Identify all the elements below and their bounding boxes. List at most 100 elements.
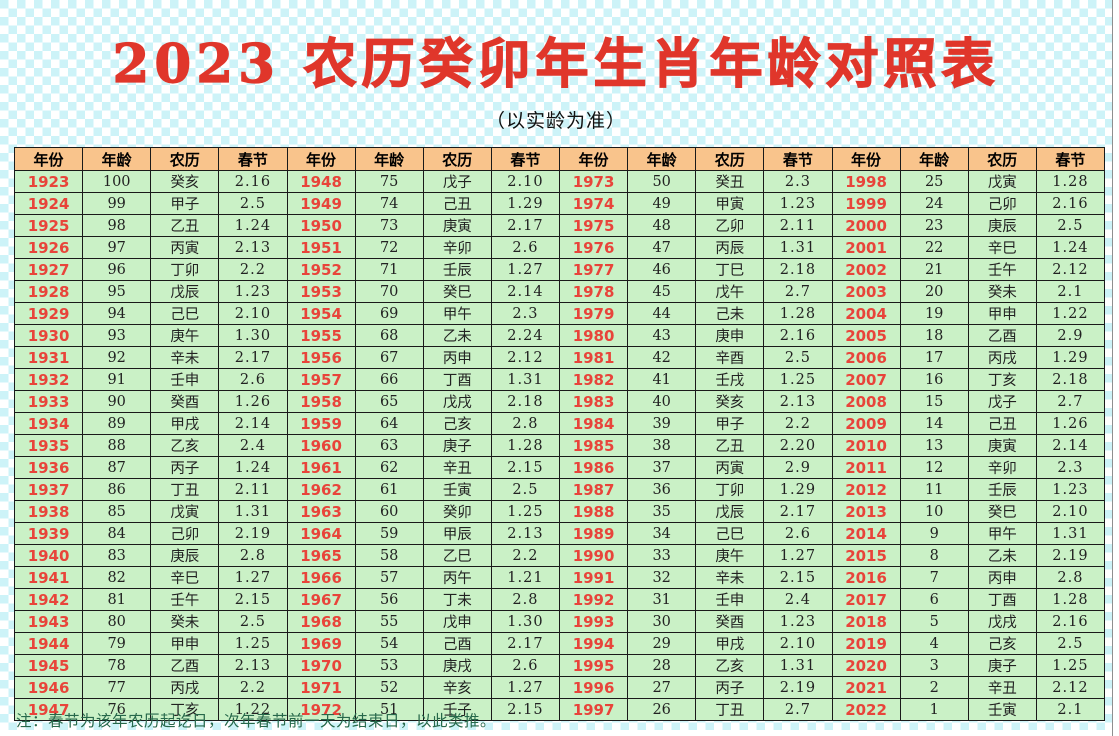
age-cell: 26 — [627, 698, 697, 721]
age-cell: 1 — [899, 698, 969, 721]
year-cell: 1932 — [13, 368, 84, 391]
age-cell: 84 — [82, 522, 152, 545]
age-cell: 95 — [82, 280, 152, 303]
lunar-cell: 壬申 — [150, 368, 220, 391]
lunar-cell: 癸未 — [967, 280, 1037, 303]
column-header-year: 年份 — [13, 147, 84, 171]
header-row: 年份 年龄 农历 春节 年份 年龄 农历 春节 年份 年龄 农历 春节 年份 年龄 农历 春节 — [13, 147, 1106, 171]
table-row: 1931 92 辛未 2.17 1956 67 丙申 2.12 1981 42 辛酉 2.5 2006 1… — [13, 346, 1106, 369]
festival-cell: 1.23 — [1035, 478, 1106, 501]
lunar-cell: 壬午 — [150, 588, 220, 611]
right-margin — [1112, 0, 1119, 736]
lunar-cell: 甲申 — [150, 632, 220, 655]
age-cell: 85 — [82, 500, 152, 523]
festival-cell: 2.18 — [763, 258, 833, 281]
age-cell: 89 — [82, 412, 152, 435]
lunar-cell: 戊辰 — [695, 500, 765, 523]
year-cell: 1966 — [286, 566, 356, 589]
year-cell: 1987 — [558, 478, 629, 501]
festival-cell: 1.27 — [490, 676, 561, 699]
year-cell: 1942 — [13, 588, 84, 611]
age-cell: 52 — [354, 676, 424, 699]
year-cell: 1951 — [286, 236, 356, 259]
zodiac-table-header: 年份 年龄 农历 春节 年份 年龄 农历 春节 年份 年龄 农历 春节 年份 年龄 农历 春节 — [13, 147, 1106, 171]
festival-cell: 2.14 — [1035, 434, 1106, 457]
lunar-cell: 己酉 — [422, 632, 492, 655]
lunar-cell: 戊戌 — [422, 390, 492, 413]
age-cell: 24 — [899, 192, 969, 215]
year-cell: 1996 — [558, 676, 629, 699]
age-cell: 10 — [899, 500, 969, 523]
age-cell: 23 — [899, 214, 969, 237]
festival-cell: 1.29 — [763, 478, 833, 501]
festival-cell: 2.6 — [763, 522, 833, 545]
lunar-cell: 丁亥 — [150, 698, 220, 721]
lunar-cell: 戊寅 — [150, 500, 220, 523]
festival-cell: 2.15 — [218, 588, 288, 611]
festival-cell: 2.6 — [218, 368, 288, 391]
lunar-cell: 己亥 — [967, 632, 1037, 655]
year-cell: 1978 — [558, 280, 629, 303]
lunar-cell: 戊午 — [695, 280, 765, 303]
lunar-cell: 丁丑 — [150, 478, 220, 501]
column-header-lunar: 农历 — [150, 147, 220, 171]
age-cell: 78 — [82, 654, 152, 677]
year-cell: 1950 — [286, 214, 356, 237]
age-cell: 99 — [82, 192, 152, 215]
festival-cell: 2.7 — [763, 698, 833, 721]
column-header-festival: 春节 — [763, 147, 833, 171]
festival-cell: 1.21 — [490, 566, 561, 589]
lunar-cell: 乙巳 — [422, 544, 492, 567]
festival-cell: 2.12 — [1035, 676, 1106, 699]
table-row: 1938 85 戊寅 1.31 1963 60 癸卯 1.25 1988 35 戊辰 2.17 2013… — [13, 500, 1106, 523]
festival-cell: 1.23 — [763, 192, 833, 215]
age-cell: 8 — [899, 544, 969, 567]
year-cell: 1926 — [13, 236, 84, 259]
lunar-cell: 己巳 — [695, 522, 765, 545]
year-cell: 1953 — [286, 280, 356, 303]
table-row: 1939 84 己卯 2.19 1964 59 甲辰 2.13 1989 34 己巳 2.6 2014 9… — [13, 522, 1106, 545]
festival-cell: 2.13 — [490, 522, 561, 545]
year-cell: 1928 — [13, 280, 84, 303]
festival-cell: 2.5 — [218, 610, 288, 633]
column-header-age: 年龄 — [354, 147, 424, 171]
festival-cell: 2.10 — [763, 632, 833, 655]
lunar-cell: 庚寅 — [422, 214, 492, 237]
festival-cell: 2.8 — [1035, 566, 1106, 589]
column-header-age: 年龄 — [82, 147, 152, 171]
festival-cell: 1.24 — [1035, 236, 1106, 259]
lunar-cell: 戊申 — [422, 610, 492, 633]
year-cell: 1973 — [558, 170, 629, 193]
festival-cell: 2.7 — [1035, 390, 1106, 413]
year-cell: 2000 — [831, 214, 901, 237]
festival-cell: 2.17 — [763, 500, 833, 523]
lunar-cell: 辛巳 — [150, 566, 220, 589]
festival-cell: 2.15 — [763, 566, 833, 589]
festival-cell: 2.7 — [763, 280, 833, 303]
table-row: 1928 95 戊辰 1.23 1953 70 癸巳 2.14 1978 45 戊午 2.7 2003 2… — [13, 280, 1106, 303]
age-cell: 87 — [82, 456, 152, 479]
lunar-cell: 癸亥 — [695, 390, 765, 413]
festival-cell: 2.4 — [763, 588, 833, 611]
festival-cell: 2.17 — [490, 214, 561, 237]
festival-cell: 2.19 — [763, 676, 833, 699]
year-cell: 1943 — [13, 610, 84, 633]
table-row: 1930 93 庚午 1.30 1955 68 乙未 2.24 1980 43 庚申 2.16 2005… — [13, 324, 1106, 347]
festival-cell: 2.2 — [763, 412, 833, 435]
lunar-cell: 己未 — [695, 302, 765, 325]
lunar-cell: 辛丑 — [422, 456, 492, 479]
festival-cell: 2.3 — [763, 170, 833, 193]
age-cell: 70 — [354, 280, 424, 303]
lunar-cell: 戊寅 — [967, 170, 1037, 193]
year-cell: 2015 — [831, 544, 901, 567]
festival-cell: 1.28 — [1035, 170, 1106, 193]
age-cell: 22 — [899, 236, 969, 259]
age-cell: 54 — [354, 632, 424, 655]
age-cell: 5 — [899, 610, 969, 633]
lunar-cell: 辛未 — [150, 346, 220, 369]
age-cell: 58 — [354, 544, 424, 567]
column-header-year: 年份 — [831, 147, 901, 171]
year-cell: 1972 — [286, 698, 356, 721]
festival-cell: 2.10 — [490, 170, 561, 193]
